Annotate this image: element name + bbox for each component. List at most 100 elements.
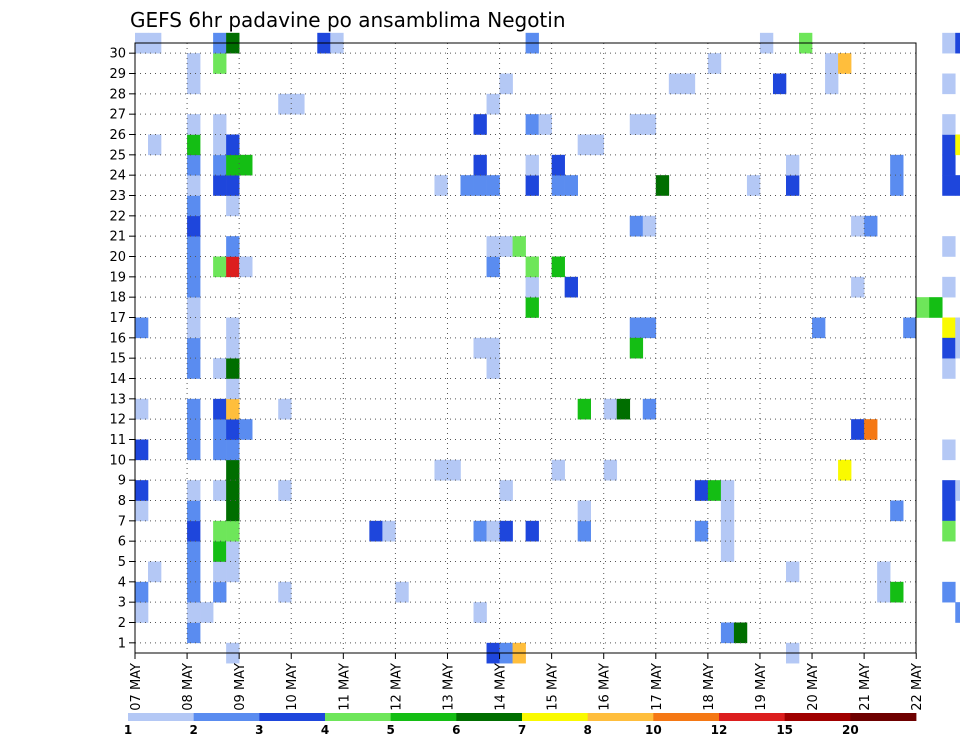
y-tick-label: 18	[109, 291, 126, 306]
heatmap-cell	[772, 73, 787, 95]
x-tick-label: 20 MAY	[806, 663, 821, 711]
heatmap-cell	[499, 520, 513, 542]
heatmap-cell	[213, 134, 227, 156]
heatmap-cell	[942, 500, 956, 522]
x-tick-label: 16 MAY	[598, 663, 613, 711]
y-tick-label: 20	[109, 250, 126, 265]
heatmap-cell	[239, 419, 253, 440]
heatmap-cell	[187, 297, 201, 318]
heatmap-cell	[213, 480, 227, 501]
heatmap-cell	[942, 175, 956, 196]
heatmap-cell	[499, 73, 513, 95]
heatmap-cell	[720, 622, 735, 644]
colorbar-swatch	[456, 713, 523, 721]
colorbar-swatch	[850, 713, 917, 721]
heatmap-cell	[148, 134, 162, 156]
heatmap-cell	[291, 93, 305, 115]
colorbar-label: 12	[711, 723, 728, 737]
heatmap-cell	[955, 480, 960, 501]
heatmap-cell	[278, 398, 292, 420]
heatmap-cell	[187, 256, 201, 278]
heatmap-cell	[642, 114, 657, 135]
heatmap-cell	[668, 73, 683, 95]
x-tick-label: 14 MAY	[494, 663, 509, 711]
y-tick-label: 17	[109, 311, 126, 326]
heatmap-cell	[213, 175, 227, 196]
heatmap-cell	[551, 175, 565, 196]
heatmap-cell	[187, 53, 201, 74]
heatmap-cell	[187, 419, 201, 440]
heatmap-cell	[187, 500, 201, 522]
x-tick-label: 21 MAY	[858, 663, 873, 711]
heatmap-cell	[135, 480, 149, 501]
heatmap-cell	[838, 53, 852, 74]
y-tick-label: 21	[109, 230, 126, 245]
x-tick-label: 09 MAY	[233, 663, 248, 711]
heatmap-cell	[187, 114, 201, 135]
heatmap-cell	[942, 236, 956, 257]
heatmap-cell	[226, 154, 240, 176]
y-tick-label: 28	[109, 87, 126, 102]
heatmap-cell	[525, 114, 539, 135]
heatmap-cell	[473, 520, 487, 542]
heatmap-cell	[226, 459, 240, 481]
heatmap-cell	[942, 73, 956, 95]
heatmap-cell	[226, 541, 240, 562]
heatmap-cell	[942, 480, 956, 501]
heatmap-cells	[135, 32, 960, 664]
y-tick-label: 30	[109, 47, 126, 62]
heatmap-cell	[942, 32, 956, 54]
heatmap-cell	[525, 520, 539, 542]
colorbar-swatch	[259, 713, 326, 721]
heatmap-cell	[890, 500, 904, 522]
heatmap-cell	[903, 317, 917, 339]
y-tick-label: 23	[109, 189, 126, 204]
heatmap-cell	[226, 337, 240, 359]
heatmap-cell	[707, 53, 722, 74]
heatmap-cell	[942, 358, 956, 379]
heatmap-cell	[681, 73, 696, 95]
heatmap-cell	[642, 317, 657, 339]
x-tick-label: 22 MAY	[910, 663, 925, 711]
y-tick-label: 3	[118, 596, 126, 611]
colorbar-label: 5	[386, 723, 394, 737]
heatmap-cell	[746, 175, 761, 196]
colorbar-swatch	[587, 713, 654, 721]
heatmap-cell	[135, 581, 149, 603]
heatmap-cell	[942, 337, 956, 359]
heatmap-cell	[135, 317, 149, 339]
heatmap-cell	[486, 520, 500, 542]
colorbar-swatch	[325, 713, 392, 721]
heatmap-cell	[629, 337, 644, 359]
heatmap-cell	[616, 398, 631, 420]
heatmap-cell	[460, 175, 474, 196]
heatmap-cell	[786, 175, 800, 196]
heatmap-cell	[226, 236, 240, 257]
heatmap-cell	[864, 419, 878, 440]
x-tick-label: 15 MAY	[546, 663, 561, 711]
heatmap-cell	[720, 541, 735, 562]
heatmap-cell	[825, 73, 839, 95]
heatmap-cell	[525, 276, 539, 298]
y-tick-label: 9	[118, 474, 126, 489]
heatmap-cell	[148, 561, 162, 583]
heatmap-cell	[187, 134, 201, 156]
heatmap-cell	[629, 215, 644, 237]
y-tick-label: 25	[109, 148, 126, 163]
x-tick-label: 07 MAY	[129, 663, 144, 711]
heatmap-cell	[473, 602, 487, 623]
heatmap-cell	[473, 337, 487, 359]
heatmap-cell	[603, 459, 618, 481]
heatmap-cell	[226, 317, 240, 339]
grid-lines	[135, 43, 916, 653]
heatmap-cell	[733, 622, 748, 644]
heatmap-cell	[499, 236, 513, 257]
heatmap-cell	[226, 398, 240, 420]
colorbar-swatch	[784, 713, 851, 721]
y-tick-label: 12	[109, 413, 126, 428]
heatmap-cell	[226, 134, 240, 156]
x-tick-label: 08 MAY	[181, 663, 196, 711]
y-tick-label: 4	[118, 575, 126, 590]
heatmap-cell	[499, 480, 513, 501]
heatmap-cell	[564, 276, 578, 298]
